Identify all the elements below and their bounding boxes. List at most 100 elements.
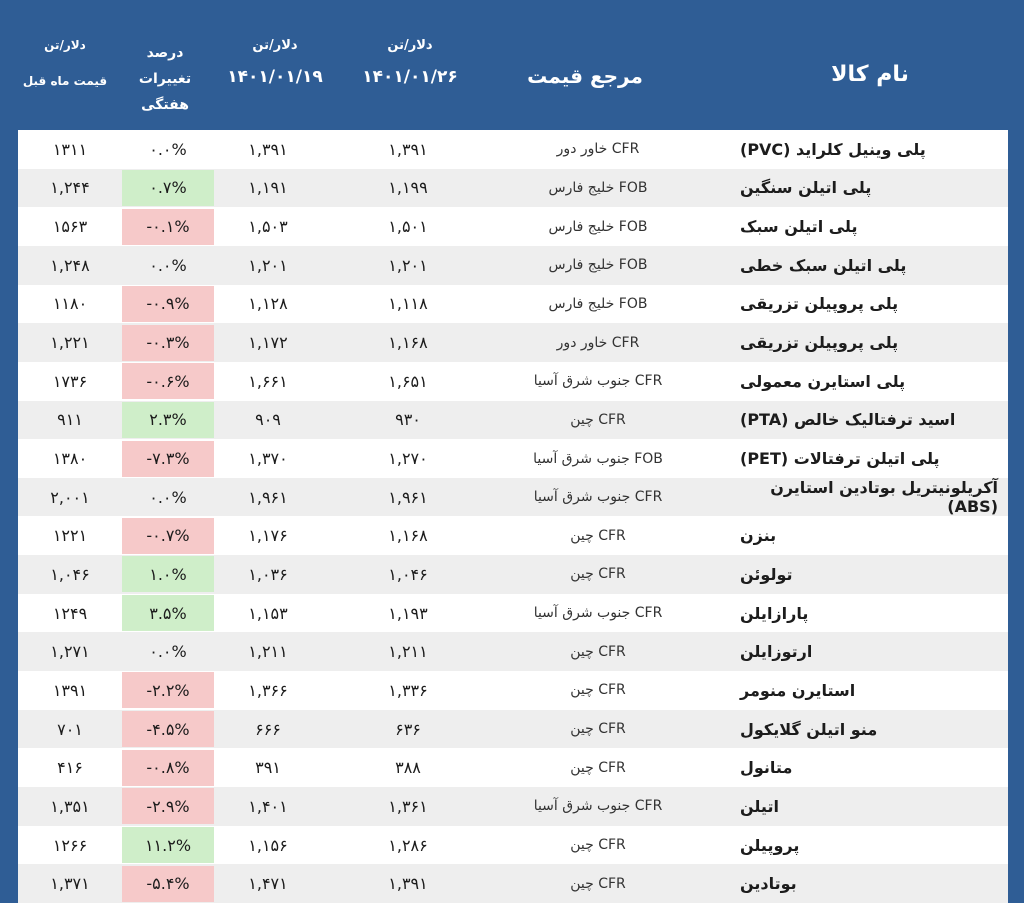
price-previous-month: ۱,۳۷۱ [50, 874, 90, 894]
price-current: ۱,۶۵۱ [388, 371, 428, 391]
weekly-change: ۰.۰% [122, 478, 214, 517]
price-current: ۱,۱۱۸ [388, 294, 428, 314]
price-current: ۱,۰۴۶ [388, 564, 428, 584]
price-previous-month: ۷۰۱ [57, 719, 83, 739]
price-reference: FOB خلیج فارس [548, 218, 648, 235]
weekly-change-value: -۰.۷% [122, 517, 214, 554]
price-previous-week: ۱,۳۹۱ [248, 139, 288, 159]
weekly-change-value: -۲.۹% [122, 788, 214, 825]
product-name: پلی پروپیلن تزریقی [740, 333, 899, 353]
weekly-change: ۳.۵% [122, 594, 214, 633]
weekly-change-value: -۵.۴% [122, 865, 214, 902]
header-product-label: نام کالا [831, 62, 909, 87]
weekly-change: -۲.۲% [122, 671, 214, 710]
table-row: پلی استایرن معمولی CFR جنوب شرق آسیا ۱,۶۵۱… [18, 362, 1008, 401]
weekly-change-value: ۰.۰% [149, 255, 187, 275]
weekly-change: ۲.۳% [122, 401, 214, 440]
weekly-change: -۴.۵% [122, 710, 214, 749]
table-row: تولوئن CFR چین ۱,۰۴۶ ۱,۰۳۶ ۱.۰% ۱,۰۴۶ [18, 555, 1008, 594]
price-reference: CFR چین [570, 875, 626, 892]
table-header: نام کالا مرجع قیمت دلار/تن ۱۴۰۱/۰۱/۲۶ دل… [0, 0, 1024, 128]
weekly-change: -۰.۶% [122, 362, 214, 401]
header-date1-unit: دلار/تن [387, 38, 433, 53]
price-previous-week: ۱,۶۶۱ [248, 371, 288, 391]
price-previous-week: ۱,۱۹۱ [248, 178, 288, 198]
price-previous-week: ۱,۴۷۱ [248, 874, 288, 894]
price-reference: CFR چین [570, 759, 626, 776]
header-change-sub1: تغییرات [138, 71, 192, 87]
table-row: بوتادین CFR چین ۱,۳۹۱ ۱,۴۷۱ -۵.۴% ۱,۳۷۱ [18, 864, 1008, 903]
weekly-change-value: ۰.۰% [149, 487, 187, 507]
weekly-change: -۰.۹% [122, 285, 214, 324]
price-current: ۱,۲۷۰ [388, 449, 428, 468]
price-reference: FOB خلیج فارس [548, 179, 648, 196]
weekly-change: ۱۱.۲% [122, 826, 214, 865]
weekly-change-value: -۰.۱% [122, 208, 214, 245]
price-current: ۱,۳۳۶ [388, 680, 428, 700]
weekly-change: -۵.۴% [122, 864, 214, 903]
header-change: درصد تغییرات هفتگی [110, 40, 220, 118]
product-name: پروپیلن [740, 835, 800, 855]
price-previous-week: ۶۶۶ [255, 719, 281, 739]
price-current: ۱,۱۹۹ [388, 178, 428, 198]
product-name: آکریلونیتریل بوتادین استایرن (ABS) [770, 478, 998, 517]
table-row: آکریلونیتریل بوتادین استایرن (ABS) CFR جن… [18, 477, 1008, 517]
price-previous-month: ۱۲۶۶ [52, 835, 88, 855]
table-row: پارازایلن CFR جنوب شرق آسیا ۱,۱۹۳ ۱,۱۵۳ ۳.۵%… [18, 594, 1008, 633]
price-reference: CFR چین [570, 643, 626, 660]
price-current: ۱,۲۰۱ [388, 255, 428, 275]
price-previous-week: ۱,۴۰۱ [248, 796, 288, 816]
price-previous-week: ۳۹۱ [255, 758, 281, 778]
price-current: ۱,۹۶۱ [388, 487, 428, 507]
price-previous-month: ۱۵۶۳ [52, 217, 88, 237]
table-row: بنزن CFR چین ۱,۱۶۸ ۱,۱۷۶ -۰.۷% ۱۲۲۱ [18, 517, 1008, 556]
price-previous-month: ۱,۲۴۴ [50, 178, 90, 198]
weekly-change-value: -۲.۲% [122, 672, 214, 709]
product-name: پلی اتیلن سنگین [740, 178, 872, 198]
table-row: متانول CFR چین ۳۸۸ ۳۹۱ -۰.۸% ۴۱۶ [18, 748, 1008, 787]
header-prev-unit: دلار/تن [44, 38, 86, 52]
weekly-change: ۰.۰% [122, 130, 214, 169]
table-row: پروپیلن CFR چین ۱,۲۸۶ ۱,۱۵۶ ۱۱.۲% ۱۲۶۶ [18, 826, 1008, 865]
price-previous-week: ۱,۱۵۳ [248, 603, 288, 623]
header-prev: دلار/تن قیمت ماه قبل [10, 38, 120, 88]
weekly-change: -۷.۳% [122, 439, 214, 478]
product-name: پلی پروپیلن تزریقی [740, 294, 899, 314]
header-date2-label: ۱۴۰۱/۰۱/۱۹ [227, 67, 323, 87]
weekly-change-value: -۷.۳% [122, 440, 214, 477]
table-row: پلی وینیل کلراید (PVC) CFR خاور دور ۱,۳۹۱ ۱… [18, 130, 1008, 169]
price-current: ۱,۱۶۸ [388, 333, 428, 353]
header-reference-label: مرجع قیمت [527, 64, 643, 88]
price-reference: FOB جنوب شرق آسیا [533, 450, 663, 467]
price-previous-week: ۹۰۹ [255, 410, 281, 430]
product-name: متانول [740, 758, 793, 778]
table-row: پلی اتیلن سبک FOB خلیج فارس ۱,۵۰۱ ۱,۵۰۳ -۰.۱… [18, 207, 1008, 246]
weekly-change-value: -۰.۸% [122, 749, 214, 786]
table-row: پلی اتیلن ترفتالات (PET) FOB جنوب شرق آسی… [18, 439, 1008, 478]
weekly-change: ۰.۰% [122, 632, 214, 671]
header-date1: دلار/تن ۱۴۰۱/۰۱/۲۶ [340, 38, 480, 87]
product-name: اتیلن [740, 796, 779, 816]
price-previous-week: ۱,۲۰۱ [248, 255, 288, 275]
price-previous-month: ۱۳۸۰ [52, 449, 88, 468]
price-previous-month: ۱۳۹۱ [52, 680, 88, 700]
price-previous-month: ۱,۲۲۱ [50, 333, 90, 353]
product-name: پلی استایرن معمولی [740, 371, 906, 391]
price-current: ۱,۲۸۶ [388, 835, 428, 855]
price-previous-week: ۱,۱۵۶ [248, 835, 288, 855]
product-name: اسید ترفتالیک خالص (PTA) [740, 410, 956, 430]
price-previous-month: ۱۲۲۱ [52, 526, 88, 546]
table-row: پلی اتیلن سبک خطی FOB خلیج فارس ۱,۲۰۱ ۱,۲۰۱… [18, 245, 1008, 285]
weekly-change-value: ۳.۵% [122, 595, 214, 632]
price-reference: CFR چین [570, 721, 626, 738]
price-previous-week: ۱,۳۶۶ [248, 680, 288, 700]
weekly-change-value: -۰.۳% [122, 324, 214, 361]
weekly-change-value: ۰.۷% [122, 169, 214, 206]
product-name: پارازایلن [740, 603, 809, 623]
price-current: ۱,۳۹۱ [388, 139, 428, 159]
table-row: اتیلن CFR جنوب شرق آسیا ۱,۳۶۱ ۱,۴۰۱ -۲.۹% ۱,۳… [18, 787, 1008, 826]
price-reference: CFR جنوب شرق آسیا [533, 489, 663, 506]
price-current: ۱,۱۹۳ [388, 603, 428, 623]
price-current: ۶۳۶ [395, 719, 421, 739]
price-previous-week: ۱,۱۷۲ [248, 333, 288, 353]
